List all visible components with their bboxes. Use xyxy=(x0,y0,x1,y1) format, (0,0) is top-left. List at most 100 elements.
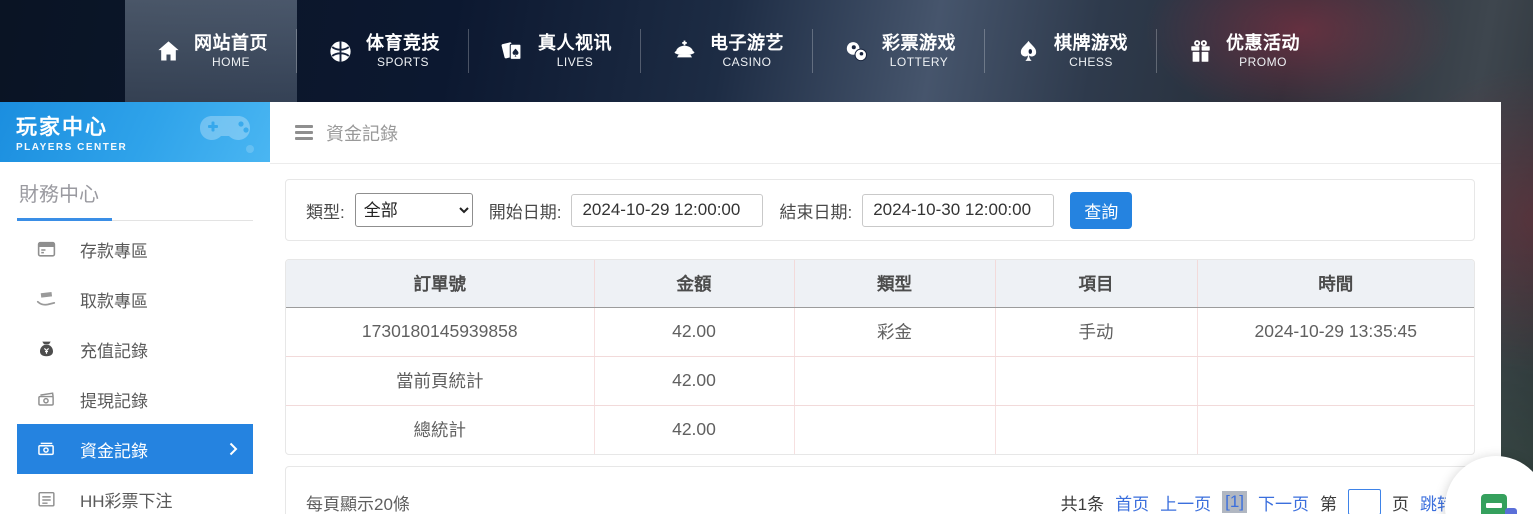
sidebar-item-withdraw[interactable]: 取款專區 xyxy=(17,274,253,324)
next-page-link[interactable]: 下一页 xyxy=(1258,494,1309,514)
nav-item-lottery[interactable]: 彩票游戏 LOTTERY xyxy=(813,0,985,102)
sidebar: 玩家中心 PLAYERS CENTER 財務中心 存款專區 取款專區 xyxy=(0,102,270,514)
jump-suffix-label: 页 xyxy=(1392,494,1409,514)
customer-service-widget[interactable] xyxy=(1445,456,1533,514)
sidebar-item-recharge-record[interactable]: 充值記錄 xyxy=(17,324,253,374)
funds-record-table-panel: 訂單號 金額 類型 項目 時間 1730180145939858 42.00 彩… xyxy=(285,259,1475,455)
table-header-row: 訂單號 金額 類型 項目 時間 xyxy=(286,260,1474,308)
prev-page-link[interactable]: 上一页 xyxy=(1160,494,1212,514)
total-count-text: 共1条 xyxy=(1060,494,1105,514)
pagination-bar: 每頁顯示20條 共1条 首页 上一页 [1] 下一页 第 页 跳转 xyxy=(285,466,1475,514)
table-header-cell: 金額 xyxy=(594,260,795,308)
nav-label-zh: 优惠活动 xyxy=(1226,33,1300,54)
page-title: 資金記錄 xyxy=(326,123,398,144)
top-nav: 网站首页 HOME 体育竞技 SPORTS 真人视讯 LIVES xyxy=(0,0,1533,102)
gamepad-icon xyxy=(198,108,260,159)
deposit-icon xyxy=(35,238,57,260)
table-header-cell: 時間 xyxy=(1197,260,1474,308)
panels: 類型: 全部 開始日期: 結束日期: 查詢 訂單號 金額 xyxy=(270,164,1501,514)
lottery-balls-icon xyxy=(842,37,870,65)
nav-label-en: LOTTERY xyxy=(889,54,949,69)
table-cell: 42.00 xyxy=(594,405,795,454)
nav-item-home[interactable]: 网站首页 HOME xyxy=(125,0,297,102)
table-cell: 當前頁統計 xyxy=(286,356,595,406)
sidebar-item-label: 存款專區 xyxy=(80,241,148,261)
nav-item-promo[interactable]: 优惠活动 PROMO xyxy=(1157,0,1329,102)
nav-label-en: PROMO xyxy=(1239,54,1287,69)
finance-section: 財務中心 xyxy=(0,162,270,221)
table-header-cell: 類型 xyxy=(794,260,996,308)
nav-label-en: LIVES xyxy=(556,54,594,69)
players-center-header: 玩家中心 PLAYERS CENTER xyxy=(0,102,270,162)
recharge-record-icon xyxy=(35,338,57,360)
sidebar-item-label: 充值記錄 xyxy=(80,341,148,361)
top-nav-items: 网站首页 HOME 体育竞技 SPORTS 真人视讯 LIVES xyxy=(125,0,1533,102)
table-cell xyxy=(794,356,996,406)
withdrawal-record-icon xyxy=(35,388,57,410)
customer-service-icon xyxy=(1481,492,1517,514)
table-cell xyxy=(995,405,1198,454)
pager: 共1条 首页 上一页 [1] 下一页 第 页 跳转 xyxy=(1061,489,1454,514)
sidebar-item-label: 取款專區 xyxy=(80,291,148,311)
page-jump-input[interactable] xyxy=(1348,489,1381,514)
type-label: 類型: xyxy=(306,202,345,222)
chevron-right-icon xyxy=(229,442,238,456)
type-select[interactable]: 全部 xyxy=(354,193,473,227)
current-page-indicator: [1] xyxy=(1222,491,1247,513)
table-cell-type: 彩金 xyxy=(794,307,996,357)
sidebar-item-label: HH彩票下注 xyxy=(80,491,173,511)
table-cell-order-no: 1730180145939858 xyxy=(286,307,595,357)
playing-cards-icon xyxy=(498,37,526,65)
sidebar-item-withdrawal-record[interactable]: 提現記錄 xyxy=(17,374,253,424)
breadcrumb: 資金記錄 xyxy=(270,102,1501,164)
nav-label-en: CASINO xyxy=(722,54,772,69)
first-page-link[interactable]: 首页 xyxy=(1115,494,1150,514)
section-divider xyxy=(17,218,253,221)
content-area: 玩家中心 PLAYERS CENTER 財務中心 存款專區 取款專區 xyxy=(0,102,1501,514)
end-date-label: 結束日期: xyxy=(779,202,853,222)
table-row-page-total: 當前頁統計 42.00 xyxy=(286,356,1474,406)
table-cell xyxy=(1197,405,1474,454)
main-panel: 資金記錄 類型: 全部 開始日期: 結束日期: 查詢 xyxy=(270,102,1501,514)
nav-label-zh: 棋牌游戏 xyxy=(1054,33,1128,54)
sidebar-item-funds-record[interactable]: 資金記錄 xyxy=(17,424,253,474)
nav-label-zh: 网站首页 xyxy=(194,33,268,54)
start-date-label: 開始日期: xyxy=(488,202,562,222)
sidebar-item-lottery-bet[interactable]: HH彩票下注 xyxy=(17,474,253,514)
nav-label-zh: 电子游艺 xyxy=(710,33,784,54)
table-cell: 總統計 xyxy=(286,405,595,454)
nav-label-en: CHESS xyxy=(1069,54,1113,69)
nav-label-en: HOME xyxy=(212,54,250,69)
nav-label-zh: 彩票游戏 xyxy=(882,33,956,54)
search-button[interactable]: 查詢 xyxy=(1070,191,1133,229)
jump-prefix-label: 第 xyxy=(1320,494,1337,514)
table-row: 1730180145939858 42.00 彩金 手动 2024-10-29 … xyxy=(286,307,1474,357)
nav-item-lives[interactable]: 真人视讯 LIVES xyxy=(469,0,641,102)
table-cell-time: 2024-10-29 13:35:45 xyxy=(1197,307,1474,357)
table-header-cell: 項目 xyxy=(995,260,1198,308)
filter-bar: 類型: 全部 開始日期: 結束日期: 查詢 xyxy=(285,179,1475,241)
menu-icon xyxy=(295,125,313,140)
sidebar-item-label: 資金記錄 xyxy=(80,441,148,461)
nav-label-zh: 体育竞技 xyxy=(366,33,440,54)
start-date-input[interactable] xyxy=(571,193,764,227)
nav-label-en: SPORTS xyxy=(376,54,430,69)
players-center-title: 玩家中心 xyxy=(16,116,108,139)
table-cell xyxy=(794,405,996,454)
sidebar-item-deposit[interactable]: 存款專區 xyxy=(17,224,253,274)
nav-item-casino[interactable]: 电子游艺 CASINO xyxy=(641,0,813,102)
end-date-input[interactable] xyxy=(862,193,1055,227)
spade-icon xyxy=(1014,37,1042,65)
players-center-subtitle: PLAYERS CENTER xyxy=(16,142,128,153)
table-cell: 42.00 xyxy=(594,356,795,406)
home-icon xyxy=(154,37,182,65)
table-cell xyxy=(1197,356,1474,406)
table-row-grand-total: 總統計 42.00 xyxy=(286,405,1474,454)
page-size-text: 每頁顯示20條 xyxy=(306,494,410,514)
gift-icon xyxy=(1186,37,1214,65)
sports-ball-icon xyxy=(326,37,354,65)
nav-item-chess[interactable]: 棋牌游戏 CHESS xyxy=(985,0,1157,102)
table-cell xyxy=(995,356,1198,406)
table-cell-amount: 42.00 xyxy=(594,307,795,357)
nav-item-sports[interactable]: 体育竞技 SPORTS xyxy=(297,0,469,102)
